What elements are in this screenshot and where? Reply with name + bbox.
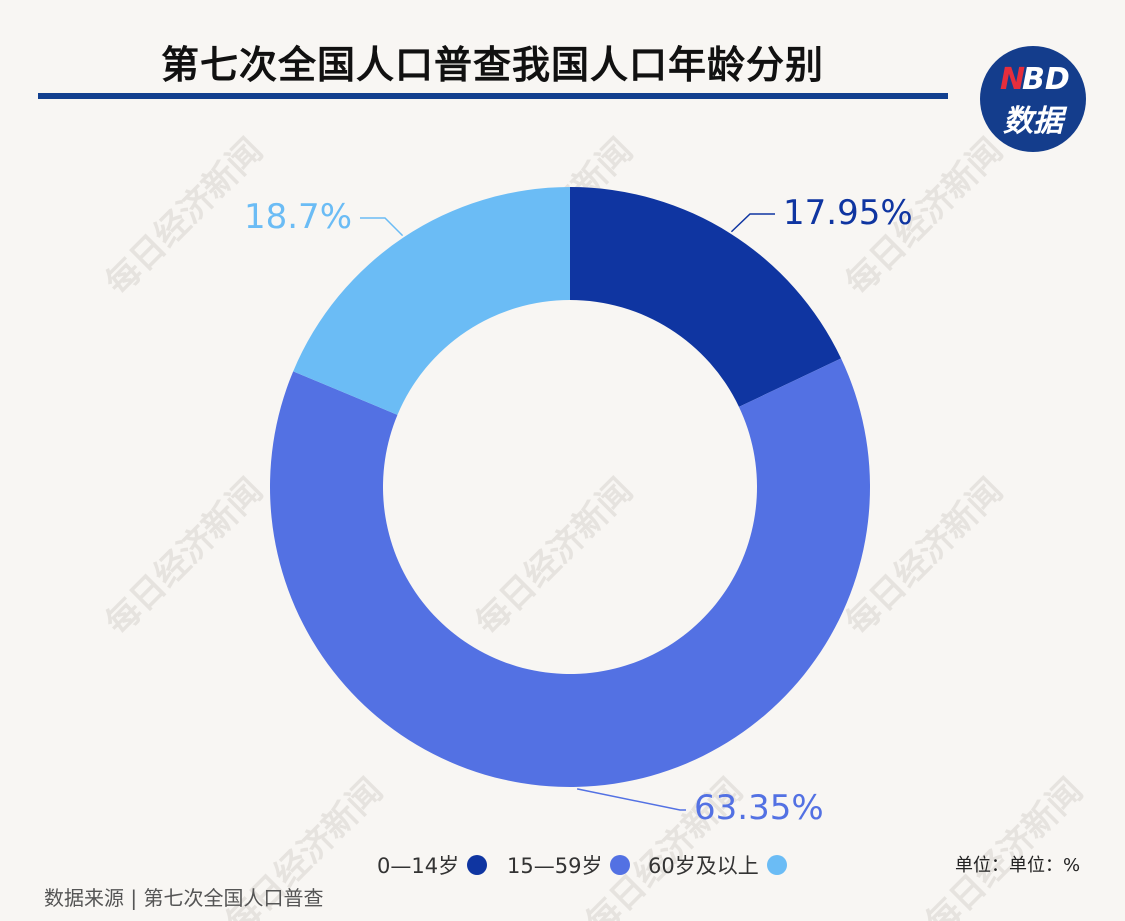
donut-slice-0[interactable] <box>570 187 842 407</box>
data-label-0: 17.95% <box>783 193 913 233</box>
title-underline <box>38 93 948 99</box>
legend-label: 60岁及以上 <box>648 854 759 878</box>
donut-slice-1[interactable] <box>270 358 870 788</box>
nbd-logo: N BD 数据 <box>980 46 1086 152</box>
chart-legend: 0—14岁 15—59岁 60岁及以上 <box>0 850 1125 880</box>
legend-item-0-14[interactable]: 0—14岁 <box>377 850 488 880</box>
chart-title: 第七次全国人口普查我国人口年龄分别 <box>160 43 824 87</box>
data-label-1: 63.35% <box>694 788 824 828</box>
logo-letters-bd: BD <box>1022 62 1070 97</box>
unit-label: 单位：单位：% <box>955 855 1081 876</box>
logo-subtitle: 数据 <box>1003 104 1063 139</box>
data-label-2: 18.7% <box>244 197 352 237</box>
legend-swatch <box>766 855 787 875</box>
legend-label: 15—59岁 <box>507 854 603 878</box>
legend-item-60-plus[interactable]: 60岁及以上 <box>648 850 787 880</box>
leader-line-2 <box>360 217 404 237</box>
leader-line-1 <box>576 788 686 811</box>
data-source: 数据来源 | 第七次全国人口普查 <box>44 886 324 910</box>
leader-line-0 <box>730 213 775 233</box>
legend-swatch <box>610 855 631 875</box>
legend-label: 0—14岁 <box>377 854 460 878</box>
legend-swatch <box>467 855 488 875</box>
legend-item-15-59[interactable]: 15—59岁 <box>507 850 631 880</box>
logo-letter-n: N <box>1000 62 1026 97</box>
donut-slice-2[interactable] <box>293 187 570 415</box>
